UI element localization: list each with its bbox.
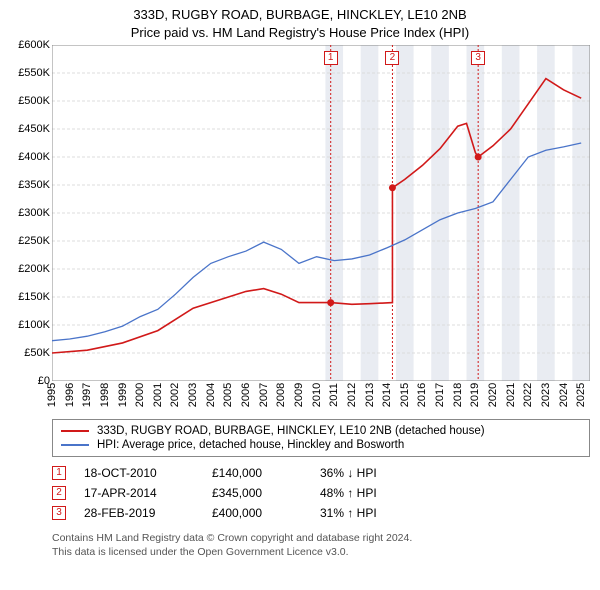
footer-line-2: This data is licensed under the Open Gov…	[52, 545, 594, 559]
event-date: 28-FEB-2019	[84, 506, 194, 520]
legend-label: 333D, RUGBY ROAD, BURBAGE, HINCKLEY, LE1…	[97, 425, 485, 437]
footer-line-1: Contains HM Land Registry data © Crown c…	[52, 531, 594, 545]
x-axis-tick-label: 2021	[505, 383, 517, 407]
legend-swatch	[61, 430, 89, 432]
x-axis-tick-label: 2023	[540, 383, 552, 407]
attribution: Contains HM Land Registry data © Crown c…	[52, 531, 594, 559]
event-table: 1 18-OCT-2010 £140,000 36% ↓ HPI 2 17-APR-201…	[52, 463, 590, 523]
chart-title: 333D, RUGBY ROAD, BURBAGE, HINCKLEY, LE1…	[6, 6, 594, 41]
x-axis-tick-label: 2020	[487, 383, 499, 407]
event-marker-icon: 1	[52, 466, 66, 480]
y-axis-tick-label: £150K	[18, 291, 50, 303]
x-axis-tick-label: 2003	[187, 383, 199, 407]
x-axis-tick-label: 1999	[117, 383, 129, 407]
x-axis-tick-label: 2017	[434, 383, 446, 407]
event-price: £140,000	[212, 466, 302, 480]
y-axis-tick-label: £200K	[18, 263, 50, 275]
y-axis-tick-label: £250K	[18, 235, 50, 247]
event-marker-icon: 3	[52, 506, 66, 520]
x-axis-tick-label: 2013	[364, 383, 376, 407]
legend-label: HPI: Average price, detached house, Hinc…	[97, 439, 404, 451]
y-axis-tick-label: £450K	[18, 123, 50, 135]
event-marker-3: 3	[471, 51, 485, 65]
x-axis-tick-label: 2010	[311, 383, 323, 407]
event-date: 18-OCT-2010	[84, 466, 194, 480]
x-axis-tick-label: 2022	[522, 383, 534, 407]
event-delta: 31% ↑ HPI	[320, 506, 377, 520]
x-axis-tick-label: 1997	[81, 383, 93, 407]
x-axis-tick-label: 2019	[469, 383, 481, 407]
y-axis-tick-label: £350K	[18, 179, 50, 191]
x-axis-tick-label: 2006	[240, 383, 252, 407]
x-axis-tick-label: 2000	[134, 383, 146, 407]
event-price: £400,000	[212, 506, 302, 520]
x-axis-tick-label: 2018	[452, 383, 464, 407]
x-axis-tick-label: 1996	[64, 383, 76, 407]
x-axis-tick-label: 2024	[558, 383, 570, 407]
event-marker-2: 2	[385, 51, 399, 65]
title-line-1: 333D, RUGBY ROAD, BURBAGE, HINCKLEY, LE1…	[6, 6, 594, 24]
x-axis-tick-label: 2008	[275, 383, 287, 407]
title-line-2: Price paid vs. HM Land Registry's House …	[6, 24, 594, 42]
legend: 333D, RUGBY ROAD, BURBAGE, HINCKLEY, LE1…	[52, 419, 590, 457]
x-axis-tick-label: 2015	[399, 383, 411, 407]
x-axis-tick-label: 2001	[152, 383, 164, 407]
x-axis-tick-label: 2004	[205, 383, 217, 407]
x-axis-tick-label: 2009	[293, 383, 305, 407]
event-row: 1 18-OCT-2010 £140,000 36% ↓ HPI	[52, 463, 590, 483]
y-axis-tick-label: £600K	[18, 39, 50, 51]
x-axis-tick-label: 1995	[46, 383, 58, 407]
y-axis-tick-label: £300K	[18, 207, 50, 219]
x-axis-tick-label: 1998	[99, 383, 111, 407]
event-row: 2 17-APR-2014 £345,000 48% ↑ HPI	[52, 483, 590, 503]
x-axis-tick-label: 2012	[346, 383, 358, 407]
event-marker-icon: 2	[52, 486, 66, 500]
y-axis-tick-label: £500K	[18, 95, 50, 107]
event-date: 17-APR-2014	[84, 486, 194, 500]
x-axis-tick-label: 2002	[169, 383, 181, 407]
x-axis-tick-label: 2014	[381, 383, 393, 407]
x-axis-tick-label: 2016	[416, 383, 428, 407]
event-delta: 36% ↓ HPI	[320, 466, 377, 480]
legend-item: HPI: Average price, detached house, Hinc…	[61, 438, 581, 452]
event-row: 3 28-FEB-2019 £400,000 31% ↑ HPI	[52, 503, 590, 523]
chart-area: £0£50K£100K£150K£200K£250K£300K£350K£400…	[6, 45, 594, 415]
legend-swatch	[61, 444, 89, 446]
x-axis-tick-label: 2005	[222, 383, 234, 407]
y-axis-tick-label: £400K	[18, 151, 50, 163]
event-marker-1: 1	[324, 51, 338, 65]
legend-item: 333D, RUGBY ROAD, BURBAGE, HINCKLEY, LE1…	[61, 424, 581, 438]
y-axis-tick-label: £550K	[18, 67, 50, 79]
x-axis-tick-label: 2025	[575, 383, 587, 407]
event-price: £345,000	[212, 486, 302, 500]
y-axis-tick-label: £50K	[24, 347, 50, 359]
line-chart	[52, 45, 590, 381]
event-delta: 48% ↑ HPI	[320, 486, 377, 500]
y-axis-tick-label: £100K	[18, 319, 50, 331]
x-axis-tick-label: 2011	[328, 383, 340, 407]
x-axis-tick-label: 2007	[258, 383, 270, 407]
